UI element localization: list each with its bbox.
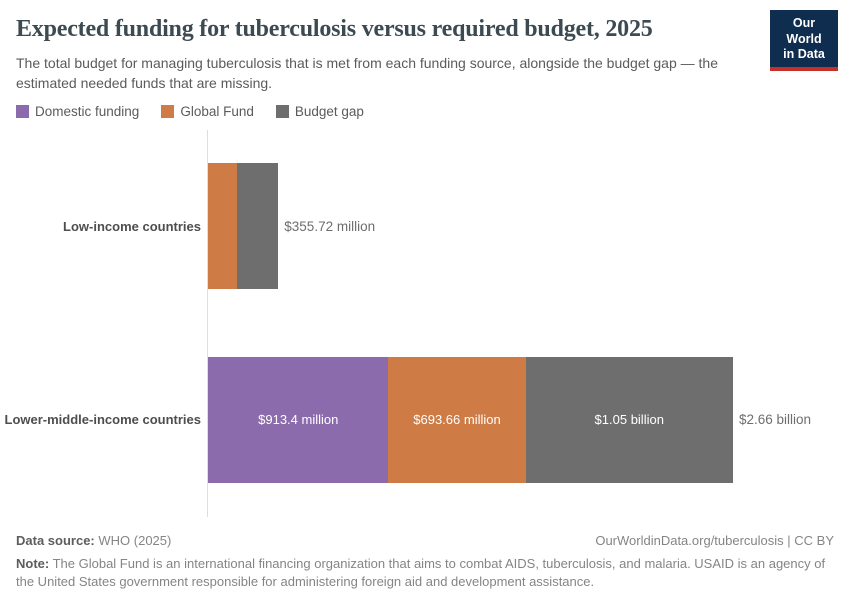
legend-label: Domestic funding: [35, 104, 140, 120]
chart-plot: Low-income countries $355.72 million Lower…: [0, 129, 850, 517]
stacked-bar: [208, 163, 279, 290]
owid-logo[interactable]: Our World in Data: [770, 10, 838, 71]
footer-note-label: Note:: [16, 555, 50, 571]
bar-row-lower-middle-income-countries: Lower-middle-income countries $913.4 mill…: [0, 356, 850, 483]
owid-logo-line1: Our World: [786, 16, 822, 46]
segment-value-label: $1.05 billion: [594, 412, 664, 428]
footer-link[interactable]: OurWorldinData.org/tuberculosis | CC BY: [595, 532, 834, 548]
bar-segment-global-fund: $693.66 million: [388, 356, 526, 483]
legend-swatch-global-fund: [161, 105, 175, 119]
data-source-label: Data source:: [16, 532, 95, 548]
bar-segment-global-fund: [208, 163, 238, 290]
legend-item-budget-gap: Budget gap: [275, 104, 364, 120]
legend-swatch-domestic-funding: [16, 105, 29, 119]
footer: Data source: WHO (2025) OurWorldinData.o…: [16, 533, 834, 591]
bar-segment-budget-gap: $1.05 billion: [525, 356, 733, 483]
total-value-label: $355.72 million: [284, 218, 376, 234]
page-title: Expected funding for tuberculosis versus…: [16, 16, 653, 42]
owid-logo-line2: in Data: [783, 47, 825, 62]
legend: Domestic funding Global Fund Budget gap: [16, 104, 834, 120]
legend-label: Global Fund: [180, 104, 254, 120]
legend-label: Budget gap: [294, 104, 364, 120]
chart-subtitle: The total budget for managing tuberculos…: [16, 55, 718, 92]
data-source-value: WHO (2025): [98, 532, 172, 548]
category-label: Low-income countries: [63, 218, 201, 234]
footer-note: Note: The Global Fund is an internationa…: [16, 555, 834, 591]
legend-item-domestic-funding: Domestic funding: [16, 104, 139, 119]
segment-value-label: $913.4 million: [258, 412, 339, 428]
bar-segment-budget-gap: [237, 163, 279, 290]
total-value-label: $2.66 billion: [739, 412, 812, 428]
segment-value-label: $693.66 million: [413, 412, 501, 428]
bar-row-low-income-countries: Low-income countries $355.72 million: [0, 163, 850, 290]
legend-swatch-budget-gap: [275, 105, 289, 119]
data-source: Data source: WHO (2025): [16, 533, 171, 548]
category-label: Lower-middle-income countries: [4, 412, 201, 428]
legend-item-global-fund: Global Fund: [161, 104, 254, 119]
footer-note-text: The Global Fund is an international fina…: [16, 555, 826, 589]
stacked-bar: $913.4 million $693.66 million $1.05 billi…: [208, 356, 733, 483]
bar-segment-domestic-funding: $913.4 million: [208, 356, 389, 483]
y-axis-line: [207, 129, 208, 517]
